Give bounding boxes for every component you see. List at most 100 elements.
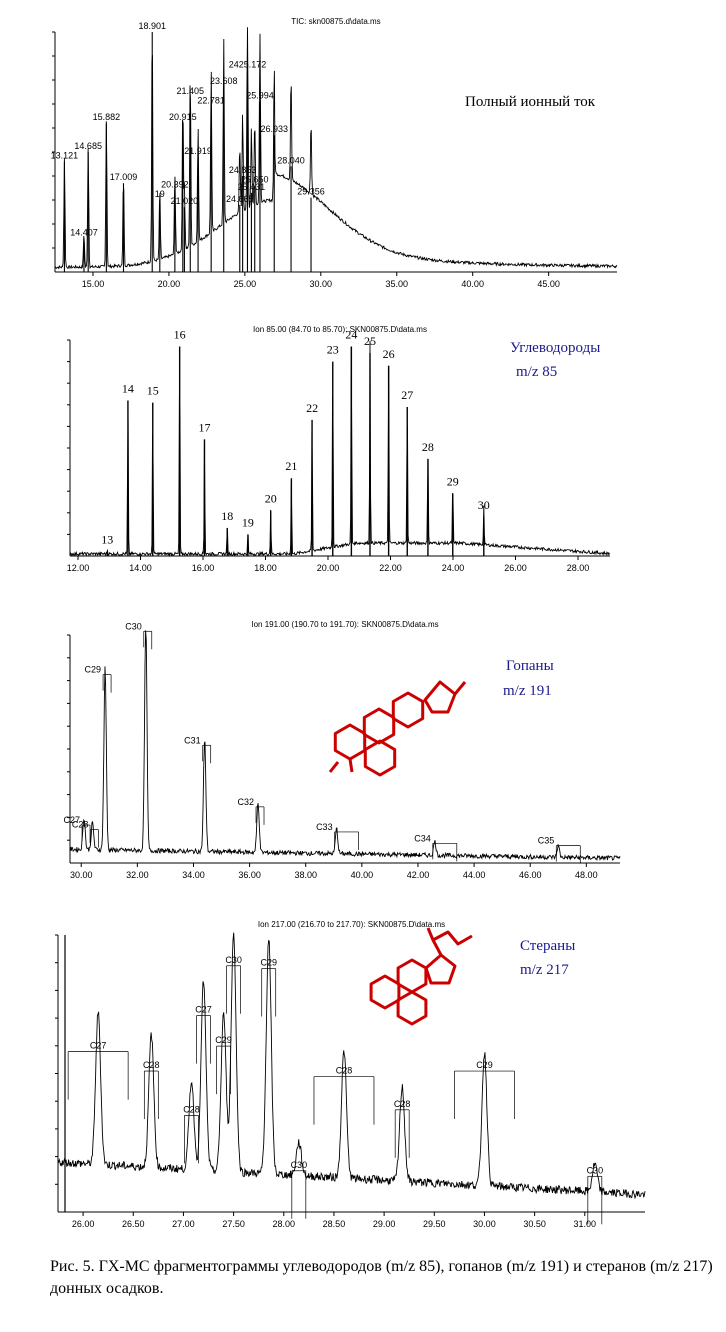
- chart-header: TIC: skn00875.d\data.ms: [291, 17, 380, 26]
- peak-label: C35: [538, 836, 555, 846]
- peak-label: 18.901: [138, 21, 166, 31]
- bond: [348, 758, 354, 773]
- peak-label: 14.685: [74, 141, 102, 151]
- peak-label: C30: [587, 1165, 604, 1175]
- peak-label: C27: [90, 1041, 107, 1051]
- peak-label: 13: [101, 533, 113, 547]
- x-tick-label: 29.00: [373, 1219, 396, 1229]
- x-tick-label: 26.50: [122, 1219, 145, 1229]
- chart-panel-2: Ion 85.00 (84.70 to 85.70): SKN00875.D\d…: [67, 325, 611, 573]
- annotation-text: Полный ионный ток: [465, 94, 596, 110]
- annotation-line-1: Стераны: [520, 938, 575, 954]
- x-tick-label: 28.00: [273, 1219, 296, 1229]
- peak-label: 20.392: [161, 179, 189, 189]
- peak-label: 15.882: [93, 112, 121, 122]
- bond: [426, 927, 435, 941]
- peak-label: 21.405: [176, 86, 204, 96]
- peak-label: C32: [237, 797, 254, 807]
- peak-label: 19: [242, 515, 254, 529]
- peak-label: 26.933: [260, 124, 288, 134]
- peak-label: 24.665: [226, 194, 254, 204]
- x-tick-label: 27.50: [222, 1219, 245, 1229]
- annotation-line-2: m/z 85: [516, 364, 557, 380]
- peak-label: 30: [478, 498, 490, 512]
- x-tick-label: 30.00: [473, 1219, 496, 1229]
- peak-label: C30: [291, 1160, 308, 1170]
- chart-panel-1: TIC: skn00875.d\data.ms 15.00 20.00 25.00 30…: [51, 17, 618, 289]
- x-tick-label: 30.00: [310, 279, 333, 289]
- x-tick-label: 28.50: [323, 1219, 346, 1229]
- peak-label: 20: [265, 492, 277, 506]
- peak-label: 14.407: [70, 227, 98, 237]
- x-tick-label: 36.00: [238, 870, 261, 880]
- ring: [396, 958, 428, 994]
- peak-label: 25.431: [238, 182, 266, 192]
- peak-label: 17.009: [110, 172, 138, 182]
- x-tick-label: 48.00: [575, 870, 598, 880]
- peak-label: 17: [198, 420, 210, 434]
- x-tick-label: 14.00: [129, 563, 152, 573]
- series-trace: [69, 340, 611, 558]
- peak-label: 21: [285, 459, 297, 473]
- peak-label: 25: [364, 334, 376, 348]
- peak-label: 16: [174, 327, 186, 341]
- chart-header: Ion 85.00 (84.70 to 85.70): SKN00875.D\d…: [253, 325, 427, 334]
- peak-label: C28: [336, 1066, 353, 1076]
- peak-label: 22.781: [197, 95, 225, 105]
- peak-label: 28: [422, 440, 434, 454]
- x-tick-label: 28.00: [567, 563, 590, 573]
- peak-label: C28: [394, 1099, 411, 1109]
- x-tick-label: 44.00: [463, 870, 486, 880]
- x-tick-label: 46.00: [519, 870, 542, 880]
- ring: [363, 739, 397, 777]
- peak-label: 26: [383, 347, 395, 361]
- peak-label: 25.650: [241, 175, 269, 185]
- x-tick-label: 45.00: [537, 279, 560, 289]
- x-tick-label: 35.00: [385, 279, 408, 289]
- peak-label: C28: [183, 1104, 200, 1114]
- annotation-line-1: Углеводороды: [510, 340, 600, 356]
- peak-label: 23: [327, 343, 339, 357]
- peak-label: 27: [401, 388, 413, 402]
- x-tick-label: 20.00: [317, 563, 340, 573]
- x-tick-label: 30.00: [70, 870, 93, 880]
- peak-label: 21.919: [184, 146, 212, 156]
- peak-label: 13.121: [51, 151, 79, 161]
- x-tick-label: 40.00: [461, 279, 484, 289]
- chromatogram-figure: TIC: skn00875.d\data.ms 15.00 20.00 25.00 30…: [51, 17, 646, 1229]
- peak-label: 29: [447, 474, 459, 488]
- peak-label: 28.040: [277, 155, 305, 165]
- x-tick-label: 24.00: [442, 563, 465, 573]
- series-trace: [57, 932, 646, 1200]
- figure-caption: Рис. 5. ГХ-МС фрагментограммы углеводоро…: [50, 1258, 713, 1297]
- peak-label: 2425.172: [229, 59, 267, 69]
- x-tick-label: 34.00: [182, 870, 205, 880]
- x-tick-label: 42.00: [407, 870, 430, 880]
- peak-label: C28: [143, 1060, 160, 1070]
- peak-label: 14: [122, 381, 134, 395]
- peak-label: 23.608: [210, 76, 238, 86]
- peak-label: C29: [215, 1035, 232, 1045]
- peak-label: C30: [225, 955, 242, 965]
- peak-label: C27: [64, 815, 81, 825]
- sterane-structure-icon: [369, 927, 473, 1026]
- ring: [362, 707, 396, 745]
- peak-label: 24: [345, 327, 357, 341]
- peak-label: C29: [85, 665, 102, 675]
- ring: [333, 723, 367, 761]
- peak-label: 15: [147, 384, 159, 398]
- peak-label: 20.915: [169, 112, 197, 122]
- x-tick-label: 26.00: [72, 1219, 95, 1229]
- x-tick-label: 29.50: [423, 1219, 446, 1229]
- ring: [391, 691, 425, 729]
- bond: [453, 681, 467, 695]
- bond: [328, 761, 340, 773]
- annotation-line-2: m/z 191: [503, 683, 552, 699]
- peak-label: C30: [125, 621, 142, 631]
- peak-label: C33: [316, 822, 333, 832]
- x-tick-label: 22.00: [379, 563, 402, 573]
- x-tick-label: 12.00: [67, 563, 90, 573]
- x-tick-label: 31.00: [574, 1219, 597, 1229]
- chart-header: Ion 191.00 (190.70 to 191.70): SKN00875.…: [251, 620, 438, 629]
- peak-label: C29: [260, 958, 277, 968]
